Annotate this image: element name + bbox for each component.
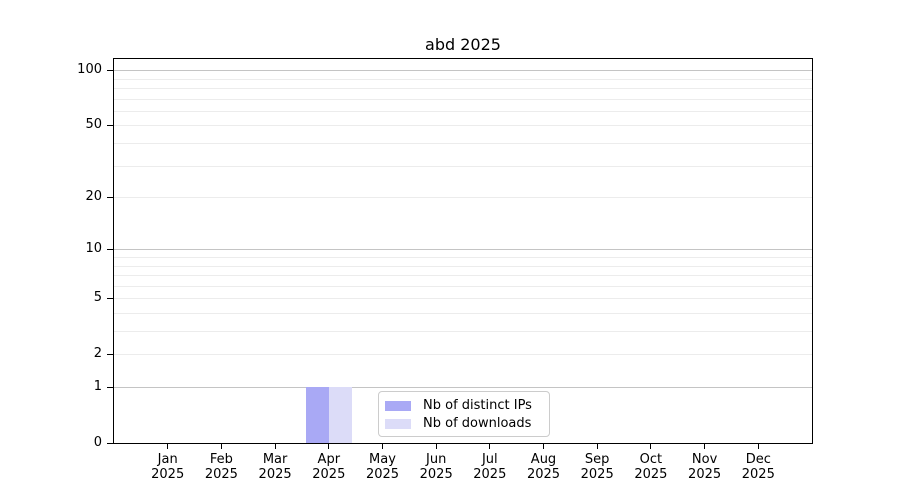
x-axis-tick (220, 444, 222, 449)
y-axis-tick (107, 197, 113, 199)
y-axis-tick (107, 249, 113, 251)
x-axis-tick-label: Oct 2025 (634, 452, 668, 482)
gridline-major (114, 70, 812, 72)
legend: Nb of distinct IPs Nb of downloads (378, 391, 550, 437)
legend-label-distinct-ips: Nb of distinct IPs (423, 398, 532, 413)
y-axis-tick (107, 70, 113, 72)
gridline-minor (114, 257, 812, 258)
x-axis-tick (757, 444, 759, 449)
y-axis-tick (107, 443, 113, 444)
x-axis-tick-label: Jul 2025 (473, 452, 507, 482)
gridline-minor (114, 110, 812, 112)
x-axis-tick-label: Apr 2025 (312, 452, 346, 482)
x-axis-tick (167, 444, 169, 449)
bar-downloads (328, 387, 352, 443)
x-axis-tick-label: Nov 2025 (688, 452, 722, 482)
x-axis-tick-label: Mar 2025 (258, 452, 292, 482)
gridline-minor (114, 125, 812, 127)
x-axis-tick-label: Aug 2025 (526, 452, 561, 482)
plot-area: Nb of distinct IPs Nb of downloads (113, 58, 813, 444)
x-axis-tick-label: Jun 2025 (419, 452, 453, 482)
legend-label-downloads: Nb of downloads (423, 416, 532, 431)
x-axis-tick-label: Feb 2025 (204, 452, 238, 482)
gridline-minor (114, 331, 812, 332)
x-axis-tick-label: Dec 2025 (741, 452, 775, 482)
y-axis-tick (107, 354, 113, 356)
gridline-minor (114, 285, 812, 287)
gridline-minor (114, 78, 812, 80)
x-axis-tick (382, 444, 383, 449)
x-axis-tick (596, 444, 598, 449)
gridline-minor (114, 313, 812, 314)
x-axis-tick-label: Sep 2025 (580, 452, 614, 482)
x-axis-tick (543, 444, 544, 449)
gridline-minor (114, 298, 812, 300)
x-axis-tick (435, 444, 437, 449)
y-axis-tick-label: 20 (85, 189, 102, 205)
y-axis-tick (107, 387, 113, 388)
y-axis-tick-label: 100 (77, 62, 102, 78)
y-axis-tick (107, 298, 113, 300)
legend-swatch-distinct-ips (385, 400, 411, 411)
x-axis-tick (650, 444, 652, 449)
legend-item-downloads: Nb of downloads (385, 416, 541, 431)
x-axis-tick (328, 444, 330, 449)
gridline-minor (114, 88, 812, 89)
gridline-major (114, 387, 812, 388)
gridline-minor (114, 354, 812, 356)
y-axis-tick-label: 5 (93, 290, 102, 306)
y-axis-tick-label: 2 (93, 346, 102, 362)
chart-title: abd 2025 (425, 35, 501, 54)
legend-swatch-downloads (385, 418, 411, 429)
x-axis-tick-label: May 2025 (365, 452, 400, 482)
x-axis-tick-label: Jan 2025 (151, 452, 185, 482)
gridline-minor (114, 98, 812, 100)
legend-item-distinct-ips: Nb of distinct IPs (385, 398, 541, 413)
gridline-minor (114, 275, 812, 276)
y-axis-tick-label: 1 (93, 379, 102, 394)
x-axis-tick (489, 444, 491, 449)
y-axis-tick-label: 10 (85, 241, 102, 257)
gridline-minor (114, 165, 812, 167)
y-axis-tick (107, 125, 113, 127)
y-axis-tick-label: 50 (85, 117, 102, 133)
gridline-minor (114, 265, 812, 267)
y-axis-tick-label: 0 (93, 435, 102, 450)
gridline-minor (114, 143, 812, 144)
gridline-minor (114, 197, 812, 199)
x-axis-tick (274, 444, 276, 449)
x-axis-tick (704, 444, 706, 449)
gridline-major (114, 249, 812, 251)
bar-distinct-ips (305, 387, 329, 443)
